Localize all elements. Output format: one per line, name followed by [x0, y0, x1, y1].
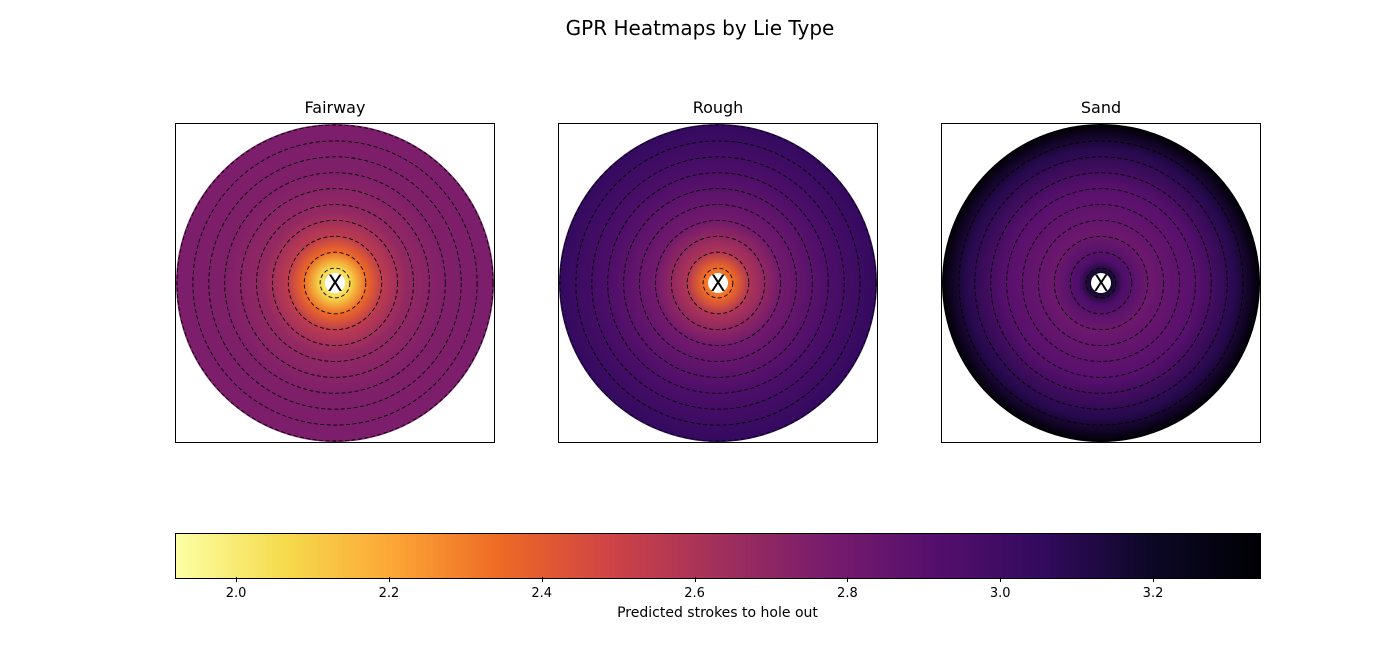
contour-ring	[639, 204, 797, 362]
colorbar-tick	[694, 577, 696, 582]
colorbar-tick	[541, 577, 543, 582]
hole-marker: X	[327, 272, 342, 297]
figure-title: GPR Heatmaps by Lie Type	[565, 16, 835, 40]
contour-ring	[670, 235, 766, 331]
contour-ring	[303, 251, 367, 315]
contour-ring	[974, 156, 1228, 410]
hole-marker: X	[1093, 272, 1108, 297]
colorbar-tick	[388, 577, 390, 582]
contour-ring	[591, 156, 845, 410]
contour-ring	[240, 188, 430, 378]
colorbar-tick-label: 2.6	[684, 586, 705, 601]
heatmap-svg-sand: X	[942, 124, 1260, 442]
heatmap-panel-fairway: X	[175, 123, 495, 443]
heatmap-svg-fairway: X	[176, 124, 494, 442]
contour-ring	[990, 172, 1212, 394]
colorbar-label: Predicted strokes to hole out	[617, 605, 818, 621]
contour-ring	[176, 124, 494, 442]
contour-ring	[958, 140, 1244, 426]
colorbar-tick-label: 2.2	[378, 586, 400, 601]
contour-ring	[623, 188, 813, 378]
colorbar-tick-label: 3.2	[1142, 586, 1164, 601]
contour-ring	[192, 140, 478, 426]
contour-ring	[271, 219, 399, 347]
contour-ring	[575, 140, 861, 426]
colorbar	[175, 533, 1261, 579]
contour-ring	[654, 219, 782, 347]
colorbar-gradient	[176, 534, 1260, 578]
contour-ring	[1069, 251, 1133, 315]
colorbar-tick	[847, 577, 849, 582]
colorbar-tick-label: 3.0	[989, 586, 1011, 601]
contour-ring	[1085, 267, 1117, 299]
colorbar-tick	[1000, 577, 1002, 582]
contour-ring	[1053, 235, 1149, 331]
contour-ring	[1037, 219, 1165, 347]
colorbar-tick	[1153, 577, 1155, 582]
contour-ring	[287, 235, 383, 331]
hole-marker-bg	[708, 273, 728, 293]
hole-marker: X	[710, 272, 725, 297]
contour-ring	[224, 172, 446, 394]
contour-ring	[559, 124, 877, 442]
hole-marker-bg	[325, 273, 345, 293]
contour-ring	[319, 267, 351, 299]
contour-ring	[1022, 204, 1180, 362]
panel-title-rough: Rough	[692, 98, 744, 117]
contour-ring	[208, 156, 462, 410]
panel-title-fairway: Fairway	[304, 98, 366, 117]
panel-title-sand: Sand	[1080, 98, 1122, 117]
contour-ring	[942, 124, 1260, 442]
heatmap-panel-rough: X	[558, 123, 878, 443]
colorbar-tick-label: 2.0	[225, 586, 247, 601]
contour-ring	[607, 172, 829, 394]
heatmap-panel-sand: X	[941, 123, 1261, 443]
contour-ring	[702, 267, 734, 299]
contour-ring	[686, 251, 750, 315]
contour-ring	[1006, 188, 1196, 378]
heatmap-svg-rough: X	[559, 124, 877, 442]
colorbar-tick-label: 2.8	[837, 586, 858, 601]
colorbar-tick-label: 2.4	[531, 586, 553, 601]
hole-marker-bg	[1091, 273, 1111, 293]
contour-ring	[256, 204, 414, 362]
colorbar-rect	[176, 534, 1260, 578]
colorbar-tick	[236, 577, 238, 582]
